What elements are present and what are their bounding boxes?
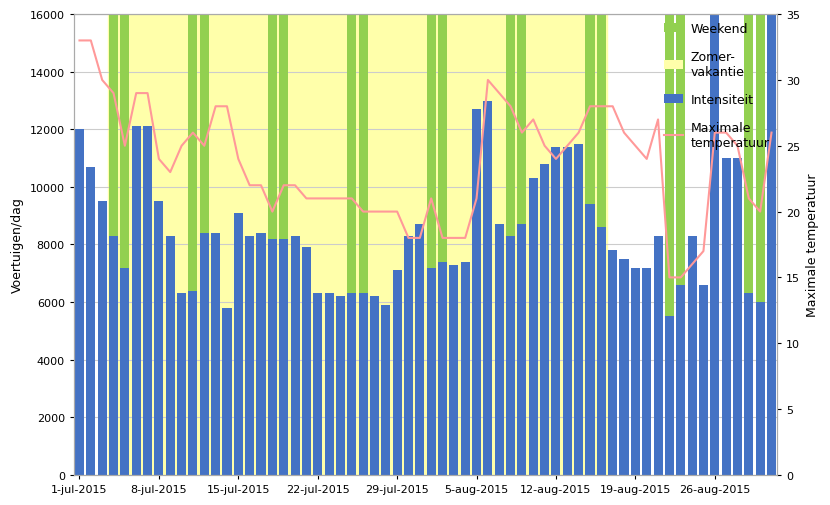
Bar	[200, 233, 209, 475]
Bar	[302, 248, 311, 475]
Bar	[438, 262, 447, 475]
Bar	[75, 130, 84, 475]
Bar	[653, 236, 662, 475]
Bar	[597, 15, 606, 475]
Bar	[438, 15, 447, 475]
Bar	[109, 236, 118, 475]
Bar	[415, 225, 424, 475]
Bar	[132, 127, 141, 475]
Bar	[585, 15, 594, 475]
Bar	[109, 15, 118, 475]
Bar	[495, 225, 504, 475]
Bar	[665, 317, 674, 475]
Bar	[200, 15, 209, 475]
Bar	[745, 294, 754, 475]
Bar	[234, 214, 243, 475]
Bar	[642, 268, 652, 475]
Bar	[517, 15, 526, 475]
Bar	[755, 15, 764, 475]
Bar	[597, 228, 606, 475]
Bar	[506, 236, 515, 475]
Bar	[585, 205, 594, 475]
Bar	[619, 260, 628, 475]
Bar	[336, 297, 345, 475]
Bar	[222, 308, 232, 475]
Bar	[211, 233, 220, 475]
Bar	[472, 110, 481, 475]
Bar	[665, 15, 674, 475]
Bar	[359, 15, 368, 475]
Bar	[676, 285, 686, 475]
Bar	[551, 147, 560, 475]
Bar	[268, 239, 277, 475]
Bar	[540, 165, 549, 475]
Bar	[687, 236, 696, 475]
Bar	[370, 297, 379, 475]
Bar	[529, 179, 538, 475]
Bar	[108, 15, 607, 475]
Bar	[733, 159, 742, 475]
Bar	[676, 15, 686, 475]
Bar	[325, 294, 334, 475]
Bar	[461, 262, 470, 475]
Bar	[313, 294, 322, 475]
Bar	[404, 236, 413, 475]
Bar	[268, 15, 277, 475]
Bar	[721, 159, 730, 475]
Bar	[710, 15, 720, 475]
Bar	[517, 225, 526, 475]
Bar	[767, 15, 776, 475]
Bar	[506, 15, 515, 475]
Bar	[427, 268, 436, 475]
Bar	[245, 236, 254, 475]
Bar	[166, 236, 175, 475]
Bar	[563, 147, 572, 475]
Bar	[427, 15, 436, 475]
Bar	[574, 144, 583, 475]
Bar	[256, 233, 266, 475]
Bar	[359, 294, 368, 475]
Bar	[154, 202, 164, 475]
Bar	[290, 236, 300, 475]
Bar	[279, 239, 288, 475]
Bar	[483, 102, 492, 475]
Bar	[347, 15, 356, 475]
Bar	[608, 251, 618, 475]
Bar	[279, 15, 288, 475]
Bar	[98, 202, 107, 475]
Bar	[381, 306, 390, 475]
Bar	[631, 268, 640, 475]
Bar	[188, 291, 198, 475]
Y-axis label: Voertuigen/dag: Voertuigen/dag	[11, 197, 24, 293]
Bar	[347, 294, 356, 475]
Bar	[120, 15, 129, 475]
Bar	[449, 265, 458, 475]
Bar	[177, 294, 186, 475]
Bar	[699, 285, 708, 475]
Bar	[86, 167, 95, 475]
Bar	[120, 268, 129, 475]
Bar	[188, 15, 198, 475]
Y-axis label: Maximale temperatuur: Maximale temperatuur	[806, 173, 819, 317]
Bar	[393, 271, 402, 475]
Legend: Weekend, Zomer-
vakantie, Intensiteit, Maximale
temperatuur: Weekend, Zomer- vakantie, Intensiteit, M…	[659, 18, 774, 155]
Bar	[143, 127, 152, 475]
Bar	[755, 302, 764, 475]
Bar	[745, 15, 754, 475]
